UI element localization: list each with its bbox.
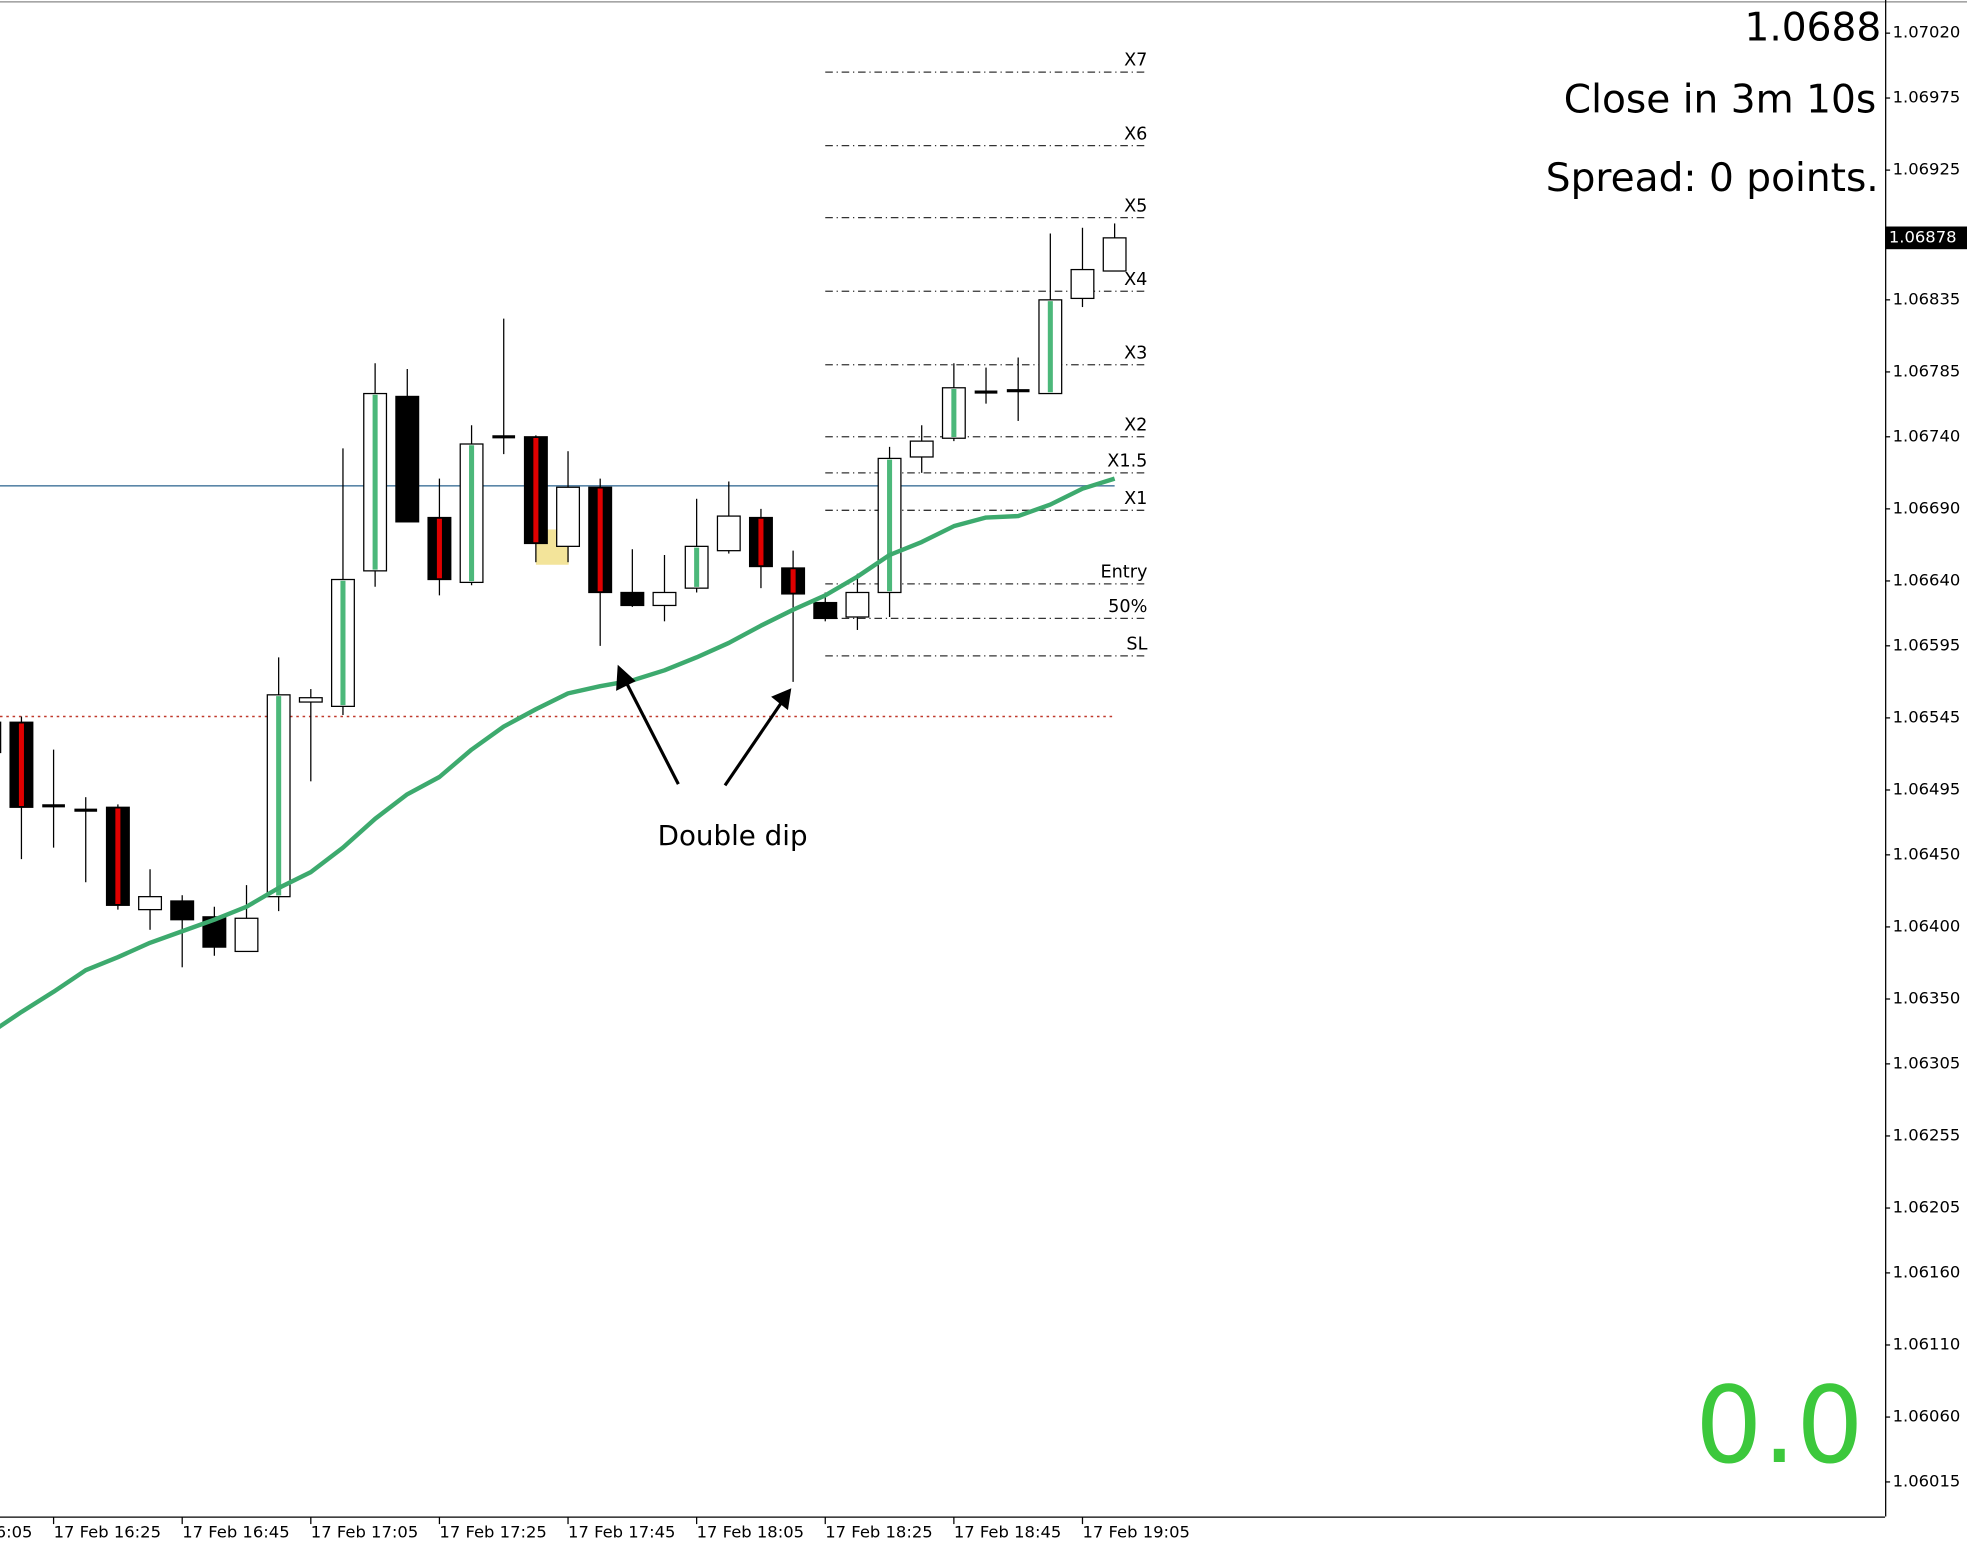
y-tick-label: 1.06740 <box>1893 426 1961 445</box>
x-tick-label: 17 Feb 18:25 <box>825 1522 932 1541</box>
candle-body <box>652 591 677 607</box>
candle-body <box>716 515 741 552</box>
candle-body <box>845 591 870 618</box>
level-label: X7 <box>1124 51 1147 71</box>
x-tick-label: 17 Feb 18:45 <box>954 1522 1061 1541</box>
y-tick-label: 1.06160 <box>1893 1262 1961 1281</box>
pnl: 0.0 <box>1695 1364 1863 1487</box>
candle-body <box>170 900 195 921</box>
y-tick-label: 1.06925 <box>1893 160 1961 179</box>
candle-body <box>234 917 259 953</box>
candle-body <box>813 601 838 620</box>
level-label: X2 <box>1124 415 1147 435</box>
price-display: 1.0688 <box>1744 6 1881 51</box>
x-tick-label: 17 Feb 19:05 <box>1082 1522 1189 1541</box>
level-label: SL <box>1126 635 1147 655</box>
y-tick-label: 1.06690 <box>1893 498 1961 517</box>
level-label: X3 <box>1124 343 1147 363</box>
x-tick-label: 17 Feb 16:25 <box>54 1522 161 1541</box>
candle-body <box>1102 237 1127 272</box>
y-tick-label: 1.06975 <box>1893 88 1961 107</box>
plot: X7 X6 X5 X4 X3 X2 X1.5 X1 Entry 50% SL <box>0 51 1148 1030</box>
x-tick-label: 17 Feb 17:45 <box>568 1522 675 1541</box>
level-label: X5 <box>1124 196 1147 216</box>
y-tick-label: 1.06305 <box>1893 1053 1961 1072</box>
x-tick-label: 17 Feb 17:05 <box>311 1522 418 1541</box>
candle-body <box>202 916 227 948</box>
candle-body <box>620 591 645 607</box>
level-label: X6 <box>1124 124 1147 144</box>
arrow <box>624 680 680 785</box>
y-tick-label: 1.06400 <box>1893 916 1961 935</box>
level-label: X1 <box>1124 489 1147 509</box>
moving-average <box>0 476 1116 1030</box>
candle-body <box>0 721 2 754</box>
candle-body <box>138 896 163 911</box>
timer: Close in 3m 10s <box>1564 78 1876 123</box>
arrows <box>616 664 792 787</box>
candle-body <box>395 395 420 523</box>
annotation: Double dip <box>658 819 808 852</box>
y-tick-label: 1.06595 <box>1893 635 1961 654</box>
current-price-box <box>1885 226 1967 250</box>
candle-body <box>909 440 934 458</box>
y-tick-label: 1.06015 <box>1893 1471 1961 1490</box>
y-tick-label: 1.06495 <box>1893 779 1961 798</box>
candle-body <box>298 697 323 703</box>
level-label: 50% <box>1108 597 1147 617</box>
x-tick-label: 17 Feb 17:25 <box>439 1522 546 1541</box>
y-tick-label: 1.06835 <box>1893 289 1961 308</box>
arrow-head <box>616 664 636 691</box>
level-label: X4 <box>1124 270 1147 290</box>
y-tick-label: 1.06640 <box>1893 570 1961 589</box>
y-tick-label: 1.06110 <box>1893 1334 1961 1353</box>
candle-body <box>556 486 581 547</box>
arrow <box>723 701 784 787</box>
y-tick-label: 1.06205 <box>1893 1198 1961 1217</box>
level-label: X1.5 <box>1107 451 1147 471</box>
current-price-label: 1.06878 <box>1889 227 1957 246</box>
candle-body <box>1070 268 1095 300</box>
y-tick-label: 1.06060 <box>1893 1407 1961 1426</box>
x-tick-label: 17 Feb 16:45 <box>182 1522 289 1541</box>
y-tick-label: 1.06450 <box>1893 844 1961 863</box>
x-tick-label: 17 Feb 16:05 <box>0 1522 32 1541</box>
level-label: Entry <box>1100 562 1147 582</box>
y-tick-label: 1.06545 <box>1893 707 1961 726</box>
y-tick-label: 1.06255 <box>1893 1125 1961 1144</box>
arrow-head <box>771 688 792 711</box>
x-tick-label: 17 Feb 18:05 <box>697 1522 804 1541</box>
spread: Spread: 0 points. <box>1546 156 1879 201</box>
y-tick-label: 1.07020 <box>1893 23 1961 42</box>
y-tick-label: 1.06785 <box>1893 361 1961 380</box>
y-tick-label: 1.06350 <box>1893 989 1961 1008</box>
